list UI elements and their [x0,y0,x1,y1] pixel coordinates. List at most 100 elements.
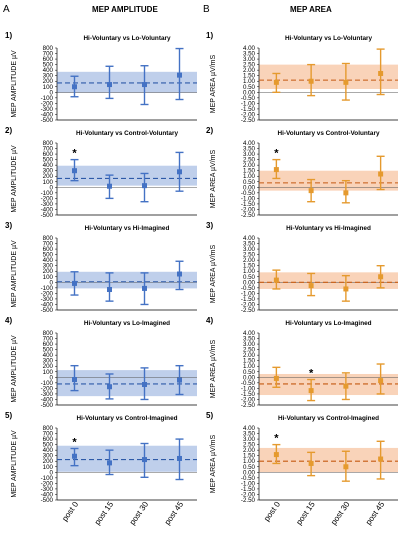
y-tick-label: 1.00 [243,458,256,465]
chart-panel-amplitude-3: 3) Hi-Voluntary vs Hi-Imagined 80070060050… [5,221,197,314]
y-tick-label: -2.00 [241,301,256,308]
chart-panel-area-4: 4) Hi-Voluntary vs Lo-Imagined 4.003.503.0… [206,316,398,409]
chart-panels: 1) Hi-Voluntary vs Lo-Voluntary8007006005… [5,31,398,527]
y-tick-label: 3.50 [243,431,256,438]
panel-number: 2) [206,126,213,135]
data-point [273,277,279,283]
y-tick-label: -200 [41,195,54,202]
data-point [308,388,314,394]
y-axis-title: MEP AMPLITUDE µV [11,145,18,213]
y-tick-label: -0.50 [241,285,256,292]
y-tick-label: -500 [41,402,54,409]
y-tick-label: -1.00 [241,385,256,392]
y-tick-label: 3.00 [243,56,256,63]
y-tick-label: 1.50 [243,358,256,365]
data-point [273,167,279,173]
y-tick-label: 600 [43,56,54,63]
column-letter-b: B [203,4,210,15]
y-tick-label: 2.50 [243,157,256,164]
confidence-band [57,445,197,472]
y-axis-title: MEP AREA µV/mS [210,244,217,303]
y-tick-label: -100 [41,95,54,102]
confidence-band [259,373,398,396]
panel-title: Hi-Voluntary vs Control-Imagined [278,415,379,422]
y-tick-label: -0.50 [241,190,256,197]
y-tick-label: 0.50 [243,179,256,186]
y-tick-label: 500 [43,347,54,354]
x-tick-label: post 45 [364,500,387,527]
y-tick-label: 300 [43,358,54,365]
y-tick-label: 800 [43,45,54,52]
y-tick-label: 800 [43,425,54,432]
y-tick-label: 1.00 [243,78,256,85]
y-tick-label: 3.50 [243,241,256,248]
y-tick-label: -100 [41,380,54,387]
y-tick-label: 2.50 [243,62,256,69]
y-tick-label: 0 [50,184,54,191]
y-tick-label: -2.00 [241,206,256,213]
data-point [107,287,112,293]
y-tick-label: -1.50 [241,391,256,398]
y-tick-label: 100 [43,84,54,91]
y-tick-label: 700 [43,51,54,58]
y-tick-label: 300 [43,73,54,80]
confidence-band [57,271,197,289]
y-axis-title: MEP AREA µV/mS [210,339,217,398]
y-tick-label: 0.00 [243,279,256,286]
y-tick-label: -2.00 [241,491,256,498]
y-tick-label: -500 [41,307,54,314]
panel-title: Hi-Voluntary vs Lo-Voluntary [83,35,171,42]
panel-title: Hi-Voluntary vs Lo-Imagined [285,320,371,327]
chart-panel-area-5: 5) Hi-Voluntary vs Control-Imagined4.003.… [206,411,398,527]
y-tick-label: 3.00 [243,341,256,348]
y-tick-label: -1.00 [241,290,256,297]
y-tick-label: 100 [43,274,54,281]
significance-star: * [274,148,279,160]
y-tick-label: 2.50 [243,347,256,354]
y-tick-label: 200 [43,78,54,85]
y-tick-label: 3.00 [243,246,256,253]
panel-title: Hi-Voluntary vs Control-Imagined [76,415,177,422]
y-tick-label: 0.50 [243,84,256,91]
data-point [107,460,112,466]
chart-panel-amplitude-4: 4) Hi-Voluntary vs Lo-Imagined 80070060050… [5,316,197,409]
y-tick-label: 1.50 [243,73,256,80]
y-tick-label: -300 [41,296,54,303]
y-tick-label: -1.50 [241,296,256,303]
y-tick-label: 1.50 [243,263,256,270]
y-tick-label: 700 [43,336,54,343]
y-tick-label: 400 [43,352,54,359]
y-tick-label: 0.00 [243,374,256,381]
panel-number: 3) [206,221,213,230]
confidence-band [57,165,197,186]
y-tick-label: -1.50 [241,106,256,113]
data-point [378,274,384,280]
y-tick-label: 0 [50,469,54,476]
y-tick-label: -2.00 [241,111,256,118]
significance-star: * [274,433,279,445]
panel-number: 5) [206,411,213,420]
y-tick-label: 1.50 [243,453,256,460]
data-point [72,84,77,90]
y-tick-label: 300 [43,168,54,175]
panel-number: 4) [206,316,213,325]
confidence-band [259,272,398,289]
data-point [343,464,349,470]
y-tick-label: -300 [41,486,54,493]
panel-title: Hi-Voluntary vs Lo-Imagined [84,320,170,327]
y-tick-label: 500 [43,442,54,449]
data-point [177,455,182,461]
y-tick-label: 3.00 [243,436,256,443]
confidence-band [259,447,398,473]
y-tick-label: 2.50 [243,442,256,449]
y-tick-label: -1.00 [241,480,256,487]
y-tick-label: 1.00 [243,173,256,180]
y-tick-label: 0.00 [243,469,256,476]
chart-panel-amplitude-2: 2) Hi-Voluntary vs Control-Voluntary 80070… [5,126,197,219]
panel-title: Hi-Voluntary vs Control-Voluntary [76,130,178,137]
data-point [378,70,384,76]
data-point [378,456,384,462]
y-tick-label: 0 [50,89,54,96]
data-point [72,280,77,286]
data-point [273,452,279,458]
